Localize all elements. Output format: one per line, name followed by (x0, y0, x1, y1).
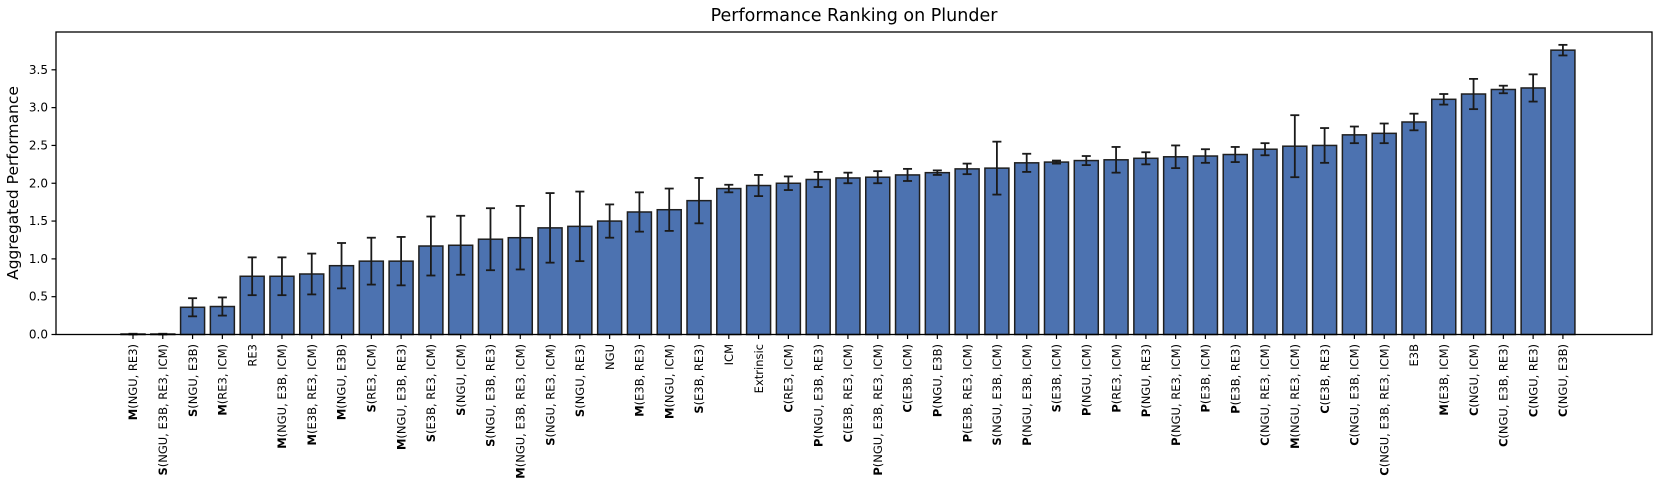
x-tick-label: M(NGU, E3B) (335, 344, 349, 420)
x-tick-label: M(E3B, RE3, ICM) (305, 344, 319, 445)
x-tick-label: P(E3B, RE3) (1228, 344, 1242, 414)
x-tick-label: C(NGU, RE3) (1526, 344, 1540, 417)
x-tick-label: S(NGU, RE3, ICM) (543, 344, 557, 446)
x-tick-label: C(E3B, ICM) (901, 344, 915, 413)
bar (1252, 148, 1278, 336)
x-tick-label: P(E3B, RE3, ICM) (960, 344, 974, 442)
bar (1162, 156, 1189, 336)
bar (1013, 162, 1040, 336)
x-tick-label: M(RE3, ICM) (216, 344, 230, 416)
x-tick-label: P(NGU, E3B, ICM) (1020, 344, 1034, 446)
y-axis-label: Aggregated Performance (4, 86, 22, 280)
x-tick-label: C(NGU, RE3, ICM) (1258, 344, 1272, 446)
x-tick-label: M(NGU, RE3) (126, 344, 140, 420)
x-tick-label: M(NGU, E3B, RE3, ICM) (513, 344, 527, 479)
x-tick-label: P(NGU, RE3, ICM) (1169, 344, 1183, 446)
x-tick-label: P(NGU, E3B, RE3, ICM) (871, 344, 885, 476)
bar (358, 260, 385, 336)
bar (1490, 88, 1517, 336)
bar (1460, 93, 1487, 336)
axes-frame (55, 31, 1653, 336)
x-tick-label: C(NGU, E3B, RE3) (1497, 344, 1511, 447)
bar (1401, 121, 1427, 336)
bar (1192, 155, 1219, 336)
bar (894, 174, 921, 336)
x-tick-label: C(E3B, RE3) (1318, 344, 1332, 414)
y-tick-label: 3.0 (29, 101, 48, 115)
x-tick-label: Extrinsic (752, 344, 766, 393)
x-tick-label: P(NGU, ICM) (1079, 344, 1093, 416)
x-tick-label: C(NGU, E3B) (1556, 344, 1570, 417)
bar (835, 177, 861, 336)
x-tick-label: RE3 (245, 344, 259, 367)
bar (865, 176, 891, 336)
y-tick-label: 0.0 (29, 328, 48, 342)
x-tick-label: M(NGU, ICM) (662, 344, 676, 419)
x-tick-label: S(NGU, E3B, RE3) (484, 344, 498, 447)
x-tick-label: C(NGU, ICM) (1467, 344, 1481, 416)
x-tick-label: S(E3B, RE3, ICM) (424, 344, 438, 442)
x-tick-label: C(NGU, E3B, ICM) (1348, 344, 1362, 446)
x-tick-label: P(NGU, E3B) (931, 344, 945, 417)
bar (1133, 157, 1159, 336)
bar (1371, 132, 1397, 336)
x-tick-label: S(NGU, RE3) (573, 344, 587, 417)
x-tick-label: S(NGU, E3B, ICM) (990, 344, 1004, 446)
x-tick-label: S(NGU, ICM) (454, 344, 468, 416)
bar (1222, 153, 1248, 336)
x-tick-label: S(E3B, RE3) (692, 344, 706, 414)
y-tick-label: 2.5 (29, 138, 48, 152)
x-tick-label: M(NGU, RE3, ICM) (1288, 344, 1302, 449)
x-tick-label: S(NGU, E3B, RE3, ICM) (156, 344, 170, 476)
bar (805, 178, 831, 336)
x-tick-label: C(RE3, ICM) (782, 344, 796, 413)
x-tick-label: S(RE3, ICM) (365, 344, 379, 413)
x-tick-label: ICM (722, 344, 736, 365)
bar (1341, 134, 1368, 336)
bar (1311, 144, 1338, 336)
x-tick-label: M(NGU, E3B, ICM) (275, 344, 289, 449)
bar (716, 187, 742, 336)
x-tick-label: NGU (603, 344, 617, 370)
bar (775, 182, 802, 336)
x-tick-label: M(NGU, E3B, RE3) (394, 344, 408, 450)
plot-area: 0.0 0.5 1.0 1.5 2.0 2.5 3.0 3.5 M(NGU, RE3) S(NGU… (29, 43, 1576, 479)
bar (745, 184, 772, 336)
bar (1043, 161, 1070, 336)
x-tick-label: S(NGU, E3B) (186, 344, 200, 417)
bar (1103, 159, 1129, 336)
bar (596, 220, 623, 336)
bar (1431, 98, 1457, 336)
y-tick-label: 3.5 (29, 63, 48, 77)
x-tick-label: P(E3B, ICM) (1199, 344, 1213, 413)
bar (1520, 87, 1546, 336)
x-tick-label: P(NGU, RE3) (1139, 344, 1153, 417)
x-tick-label: M(E3B, ICM) (1437, 344, 1451, 416)
x-tick-label: C(NGU, E3B, RE3, ICM) (1377, 344, 1391, 476)
x-tick-label: S(E3B, ICM) (1050, 344, 1064, 412)
y-tick-label: 1.5 (29, 214, 48, 228)
y-tick-label: 1.0 (29, 252, 48, 266)
bar (984, 167, 1010, 336)
x-tick-label: M(E3B, RE3) (633, 344, 647, 417)
bar (1550, 49, 1576, 336)
y-tick-label: 0.5 (29, 290, 48, 304)
x-tick-label: P(NGU, E3B, RE3) (811, 344, 825, 447)
x-tick-label: C(E3B, RE3, ICM) (841, 344, 855, 442)
x-tick-label: E3B (1407, 344, 1421, 367)
chart-title: Performance Ranking on Plunder (711, 6, 999, 26)
x-tick-label: P(RE3, ICM) (1109, 344, 1123, 413)
y-tick-label: 2.0 (29, 176, 48, 190)
bar (1073, 159, 1100, 336)
bar (924, 171, 951, 336)
bar (954, 168, 980, 336)
